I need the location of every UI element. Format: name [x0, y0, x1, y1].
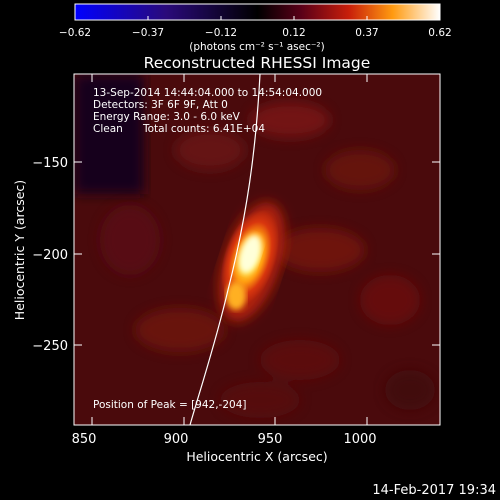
annotation-time-range: 13-Sep-2014 14:44:04.000 to 14:54:04.000 — [93, 87, 322, 99]
y-tick-label: −150 — [32, 156, 68, 171]
colorbar-unit-label: (photons cm⁻² s⁻¹ asec⁻²) — [189, 41, 324, 53]
annotation-algorithm: Clean — [93, 123, 123, 135]
annotation-peak-position: Position of Peak = [942,-204] — [93, 399, 247, 411]
footer-timestamp: 14-Feb-2017 19:34 — [372, 483, 496, 498]
x-tick-label: 1000 — [343, 432, 376, 447]
axis-ticks — [74, 74, 440, 425]
colorbar-tick-label: 0.37 — [355, 27, 378, 39]
plot-title: Reconstructed RHESSI Image — [144, 54, 371, 72]
x-tick-label: 900 — [164, 432, 189, 447]
annotation-detectors: Detectors: 3F 6F 9F, Att 0 — [93, 99, 228, 111]
annotation-total-counts: Total counts: 6.41E+04 — [142, 123, 265, 135]
colorbar-tick-label: 0.12 — [282, 27, 305, 39]
colorbar-tick-label: −0.37 — [132, 27, 164, 39]
y-axis-label: Heliocentric Y (arcsec) — [12, 180, 27, 320]
colorbar-tick-label: 0.62 — [428, 27, 451, 39]
x-axis-label: Heliocentric X (arcsec) — [186, 449, 327, 464]
annotation-energy-range: Energy Range: 3.0 - 6.0 keV — [93, 111, 241, 123]
solar-limb-line — [189, 74, 261, 425]
colorbar — [74, 3, 441, 21]
colorbar-tick-label: −0.62 — [59, 27, 91, 39]
plot-frame — [73, 73, 441, 426]
colorbar-ticks — [74, 16, 441, 20]
y-tick-label: −200 — [32, 248, 68, 263]
heatmap-image — [74, 74, 440, 425]
colorbar-tick-label: −0.12 — [205, 27, 237, 39]
y-tick-label: −250 — [32, 339, 68, 354]
x-tick-label: 850 — [72, 432, 97, 447]
x-tick-label: 950 — [258, 432, 283, 447]
